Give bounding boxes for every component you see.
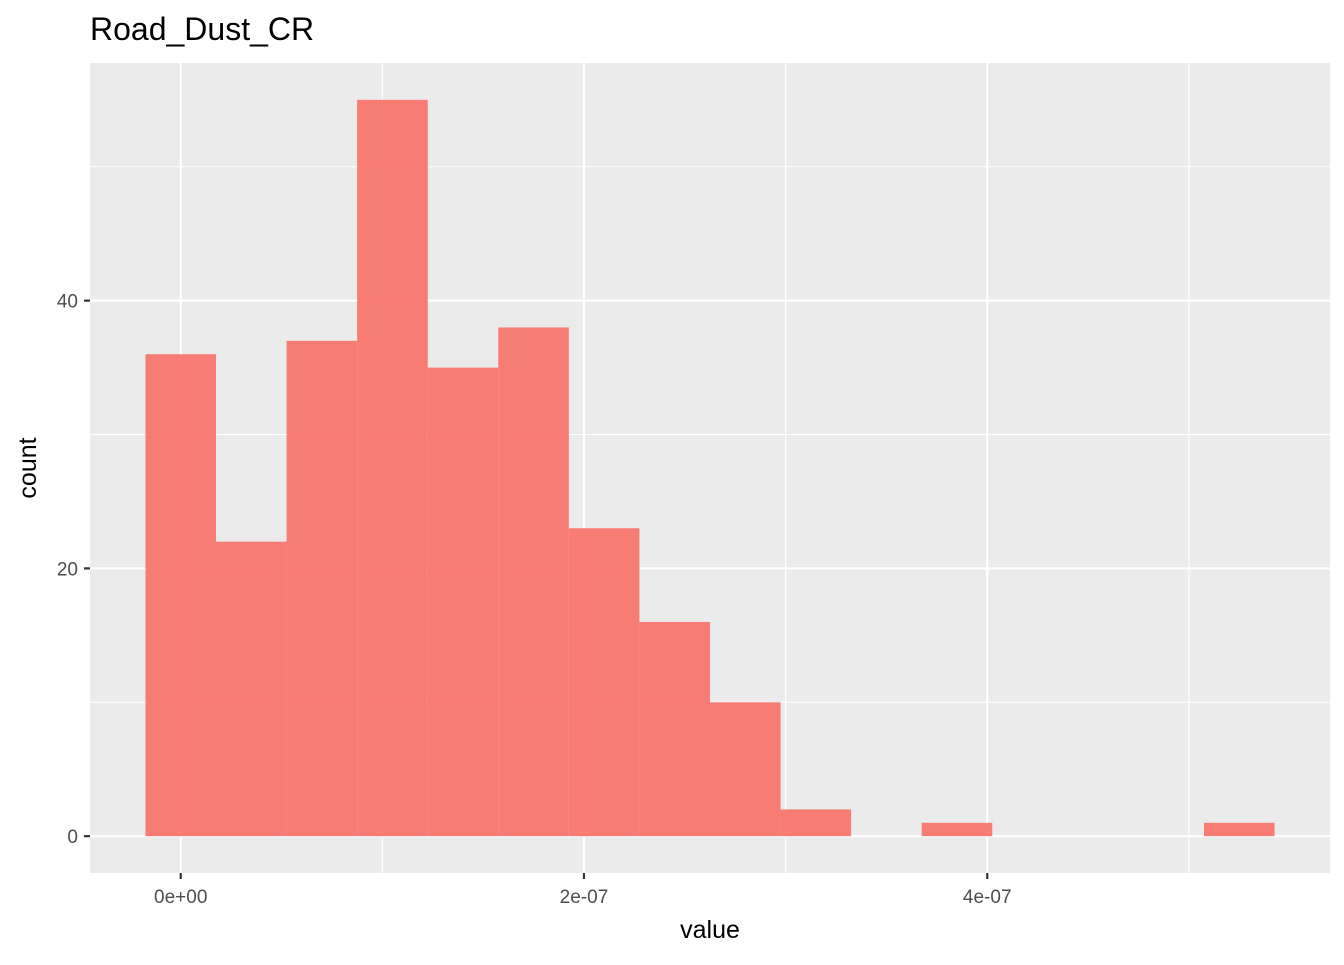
histogram-bar — [1203, 822, 1275, 837]
y-axis-title: count — [14, 437, 42, 498]
histogram-bar — [568, 528, 640, 837]
histogram-bar — [357, 99, 428, 837]
histogram-bar — [216, 541, 287, 837]
histogram-bar — [780, 809, 852, 837]
y-axis: 0 20 40 — [57, 292, 90, 848]
x-axis: 0e+00 2e-07 4e-07 — [154, 873, 1012, 908]
x-tick-label: 2e-07 — [560, 887, 609, 908]
histogram-bar — [710, 702, 781, 837]
chart-title: Road_Dust_CR — [90, 11, 314, 47]
histogram-bar — [427, 367, 499, 837]
y-tick-label: 40 — [57, 292, 78, 313]
histogram-bar — [921, 822, 993, 837]
histogram-bar — [639, 621, 710, 837]
y-tick-label: 20 — [57, 559, 78, 580]
x-tick-label: 0e+00 — [154, 887, 207, 908]
x-tick-label: 4e-07 — [963, 887, 1012, 908]
histogram-bar — [145, 354, 217, 837]
histogram-bar — [286, 340, 358, 837]
y-tick-label: 0 — [67, 827, 78, 848]
histogram-bars — [145, 99, 1275, 837]
histogram-bar — [498, 327, 569, 837]
x-axis-title: value — [680, 916, 740, 944]
